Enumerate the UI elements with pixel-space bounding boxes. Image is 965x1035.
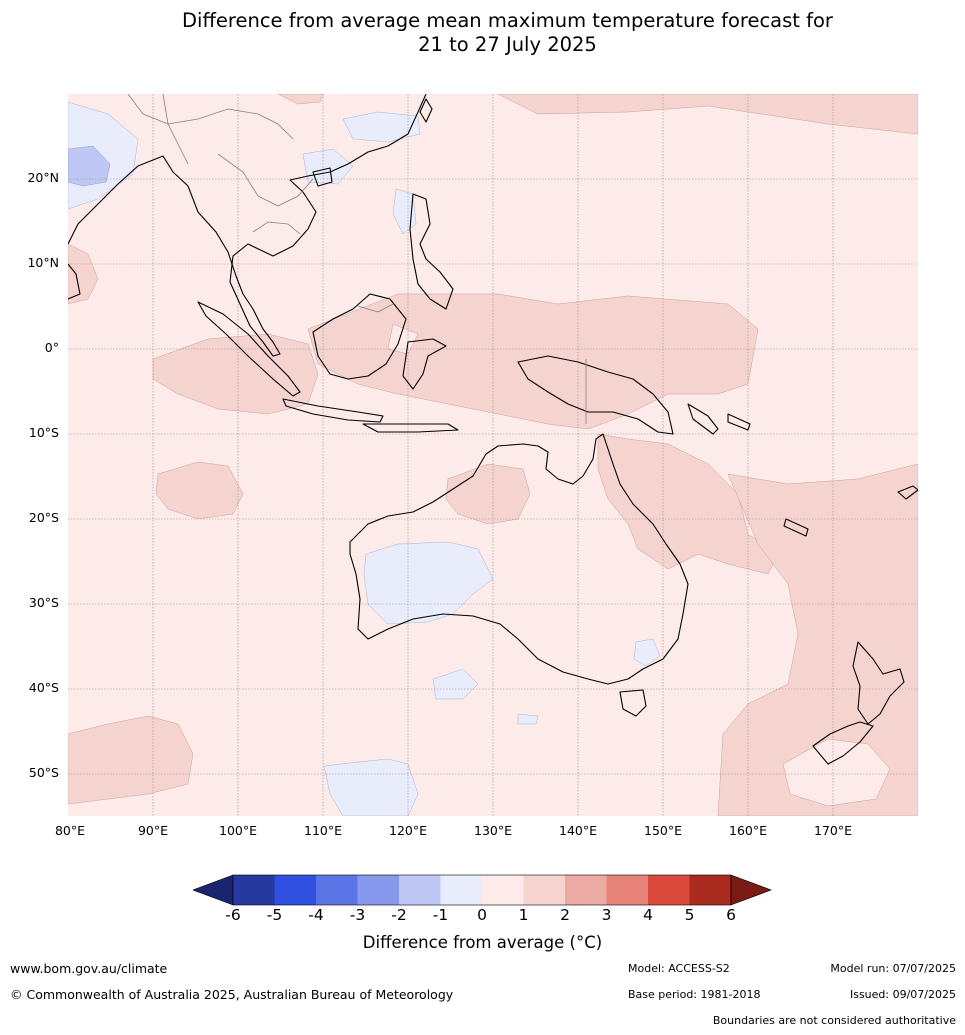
sumatra-coast bbox=[197, 301, 301, 397]
colorbar-under-arrow bbox=[192, 874, 234, 906]
new-guinea-coast bbox=[517, 355, 674, 435]
lon-label-130e: 130°E bbox=[473, 823, 513, 838]
colorbar-tick-label: 1 bbox=[518, 906, 529, 924]
colorbar-swatch bbox=[233, 875, 275, 905]
colorbar-tick-label: 5 bbox=[684, 906, 695, 924]
colorbar-swatch bbox=[565, 875, 607, 905]
lon-label-100e: 100°E bbox=[218, 823, 258, 838]
borneo-coast bbox=[312, 293, 407, 380]
colorbar-tick-label: 3 bbox=[601, 906, 612, 924]
lon-label-160e: 160°E bbox=[728, 823, 768, 838]
map-title: Difference from average mean maximum tem… bbox=[0, 9, 965, 57]
title-line-2: 21 to 27 July 2025 bbox=[418, 33, 597, 56]
colorbar-tick-label: 0 bbox=[477, 906, 487, 924]
colorbar-tick-label: -3 bbox=[349, 906, 366, 924]
colorbar-swatch bbox=[357, 875, 399, 905]
copyright-text: © Commonwealth of Australia 2025, Austra… bbox=[10, 987, 454, 1002]
colorbar-over-arrow bbox=[730, 874, 772, 906]
lon-label-150e: 150°E bbox=[643, 823, 683, 838]
colorbar-tick-label: -6 bbox=[225, 906, 241, 924]
lat-label-50s: 50°S bbox=[28, 765, 59, 780]
colorbar-tick-label: -4 bbox=[308, 906, 324, 924]
lat-label-40s: 40°S bbox=[28, 680, 59, 695]
lat-label-20n: 20°N bbox=[27, 170, 59, 185]
lon-label-140e: 140°E bbox=[558, 823, 598, 838]
model-run-text: Model run: 07/07/2025 bbox=[830, 962, 956, 975]
anomaly-minus2-region bbox=[68, 145, 111, 187]
coastlines bbox=[68, 94, 918, 765]
australia-coast bbox=[349, 433, 689, 685]
colorbar bbox=[192, 874, 775, 910]
anomaly-zero-pockets bbox=[387, 323, 891, 807]
title-line-1: Difference from average mean maximum tem… bbox=[182, 9, 833, 32]
anomaly-minus1-regions bbox=[68, 101, 661, 816]
colorbar-swatch bbox=[316, 875, 358, 905]
graticule-lines bbox=[68, 94, 918, 816]
lon-label-120e: 120°E bbox=[388, 823, 428, 838]
lon-label-170e: 170°E bbox=[813, 823, 853, 838]
new-zealand-north bbox=[852, 641, 905, 725]
colorbar-swatch bbox=[648, 875, 690, 905]
colorbar-swatches bbox=[192, 874, 772, 906]
anomaly-plus1-regions bbox=[68, 94, 918, 816]
colorbar-tick-label: -5 bbox=[266, 906, 283, 924]
colorbar-frame bbox=[232, 874, 732, 906]
colorbar-label: Difference from average (°C) bbox=[362, 933, 603, 952]
colorbar-swatch bbox=[523, 875, 565, 905]
country-borders bbox=[127, 94, 587, 424]
java-coast bbox=[282, 398, 384, 423]
base-period-text: Base period: 1981-2018 bbox=[628, 988, 761, 1001]
lat-label-10s: 10°S bbox=[28, 425, 59, 440]
lat-label-20s: 20°S bbox=[28, 510, 59, 525]
colorbar-swatch bbox=[606, 875, 648, 905]
philippines-coast bbox=[409, 193, 454, 310]
model-text: Model: ACCESS-S2 bbox=[628, 962, 730, 975]
disclaimer-text: Boundaries are not considered authoritat… bbox=[712, 1014, 956, 1027]
colorbar-tick-label: -1 bbox=[432, 906, 449, 924]
sulawesi-coast bbox=[402, 338, 447, 390]
colorbar-swatch bbox=[482, 875, 524, 905]
colorbar-tick-label: -2 bbox=[391, 906, 407, 924]
new-zealand-south bbox=[812, 721, 874, 765]
colorbar-swatch bbox=[689, 875, 731, 905]
lat-label-30s: 30°S bbox=[28, 595, 59, 610]
lat-label-equator: 0° bbox=[44, 340, 59, 355]
tasmania-coast bbox=[619, 689, 647, 717]
colorbar-swatch bbox=[440, 875, 482, 905]
colorbar-tick-label: 6 bbox=[726, 906, 736, 924]
website-text: www.bom.gov.au/climate bbox=[10, 961, 168, 976]
lon-label-80e: 80°E bbox=[54, 823, 86, 838]
colorbar-swatch bbox=[399, 875, 441, 905]
lon-label-90e: 90°E bbox=[137, 823, 169, 838]
lat-label-10n: 10°N bbox=[27, 255, 59, 270]
lon-label-110e: 110°E bbox=[303, 823, 343, 838]
colorbar-tick-label: 4 bbox=[643, 906, 653, 924]
colorbar-tick-label: 2 bbox=[560, 906, 570, 924]
issued-text: Issued: 09/07/2025 bbox=[849, 988, 956, 1001]
indochina-coast bbox=[68, 94, 427, 357]
colorbar-swatch bbox=[274, 875, 316, 905]
map-canvas bbox=[68, 94, 918, 816]
forecast-map bbox=[68, 94, 918, 816]
